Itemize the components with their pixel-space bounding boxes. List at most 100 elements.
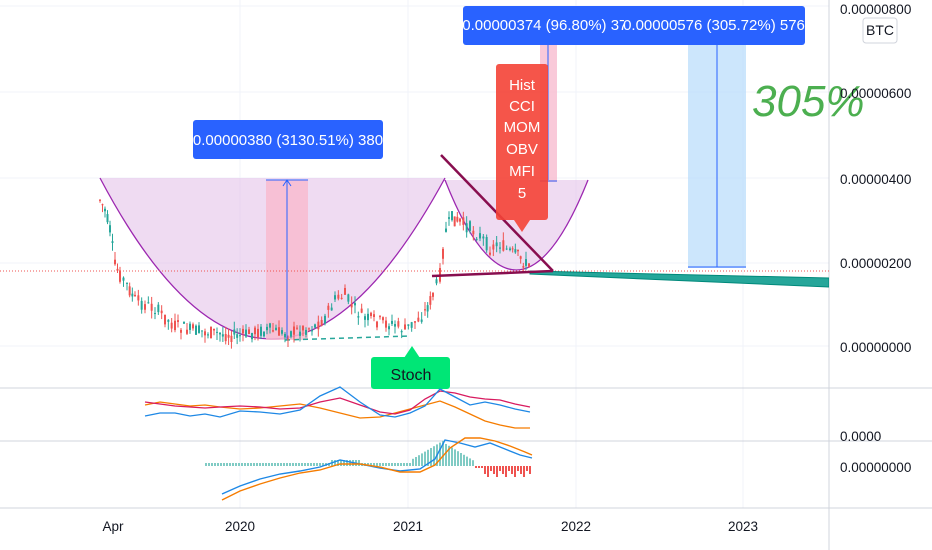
candle-body [284, 333, 286, 338]
candle-body [451, 211, 453, 221]
histogram-bar [313, 463, 315, 466]
histogram-bar [295, 463, 297, 466]
candles [99, 198, 530, 349]
histogram-bar [424, 451, 426, 466]
histogram-bar [379, 463, 381, 466]
stoch-callout[interactable]: Stoch [371, 346, 450, 389]
candle-body [236, 334, 239, 338]
histogram-bar [256, 463, 258, 466]
candle-body [245, 329, 247, 337]
candle-body [144, 304, 146, 310]
histogram-bar [460, 453, 462, 466]
candle-body [305, 329, 307, 335]
candle-body [373, 314, 375, 317]
measure-label-1[interactable]: 0.00000380 (3130.51%) 380 [193, 120, 383, 159]
histogram-bar [490, 466, 492, 471]
histogram-bar [430, 448, 432, 466]
candle-body [314, 324, 316, 328]
callout-line-5: MFI [509, 163, 535, 180]
candle-body [465, 223, 468, 233]
currency-badge[interactable]: BTC [862, 17, 898, 44]
candle-body [344, 288, 346, 295]
histogram-bar [349, 460, 351, 466]
histogram-bar [406, 463, 408, 466]
histogram-bar [487, 466, 489, 477]
candle-body [198, 325, 200, 333]
candle-body [525, 259, 527, 266]
candle-body [317, 321, 320, 330]
candle-body [432, 292, 434, 297]
histogram-bar [310, 463, 312, 466]
histogram-bar [283, 463, 285, 466]
candle-body [260, 326, 262, 336]
candle-body [104, 208, 106, 212]
histogram-bar [292, 463, 294, 466]
histogram-bar [511, 466, 513, 474]
histogram-bar [376, 463, 378, 466]
histogram-bar [343, 460, 345, 466]
histogram-bar [370, 463, 372, 466]
histogram-bar [403, 463, 405, 466]
divergence-callout[interactable]: Hist CCI MOM OBV MFI 5 [496, 64, 548, 232]
candle-body [517, 249, 519, 252]
histogram-bar [454, 449, 456, 466]
candle-body [357, 316, 360, 318]
histogram-bar [409, 463, 411, 466]
candle-body [462, 217, 465, 225]
histogram-bar [466, 456, 468, 466]
price-label-0: 0.00000800 [840, 2, 911, 17]
histogram-bar [250, 463, 252, 466]
candle-body [519, 256, 522, 259]
candle-body [257, 328, 259, 338]
candle-body [164, 314, 166, 325]
measure-label-2[interactable]: 0.00000374 (96.80%) 374 [462, 6, 636, 45]
histogram-bar [244, 463, 246, 466]
histogram-bar [484, 466, 486, 474]
candle-body [407, 324, 410, 326]
histogram-lines [221, 437, 533, 501]
candle-body [221, 334, 224, 337]
histogram-bar [274, 463, 276, 466]
candle-body [109, 225, 111, 233]
candle-body [391, 320, 393, 324]
candle-body [479, 233, 481, 239]
measure-label-3[interactable]: 0.00000576 (305.72%) 576 [623, 6, 805, 45]
candle-body [216, 331, 218, 333]
osc-line-magenta [144, 390, 531, 415]
histogram-bar [418, 455, 420, 466]
histogram-bar [496, 466, 498, 477]
histogram-bar [340, 460, 342, 466]
candle-body [404, 324, 406, 330]
histogram-bar [427, 449, 429, 466]
histogram-bar [373, 463, 375, 466]
candle-body [435, 279, 438, 284]
candle-body [242, 328, 244, 334]
candle-body [106, 214, 109, 223]
histogram-bar [208, 463, 210, 466]
candle-body [299, 331, 301, 336]
candle-body [204, 331, 206, 336]
histogram-bar [235, 463, 237, 466]
currency-badge-text: BTC [866, 22, 894, 38]
candle-body [459, 218, 461, 222]
histogram-bar [307, 463, 309, 466]
candle-body [337, 294, 340, 299]
measure-label-3-text: 0.00000576 (305.72%) 576 [623, 17, 805, 34]
candle-body [388, 326, 390, 330]
candle-body [189, 323, 191, 330]
histogram-bar [280, 463, 282, 466]
candle-body [233, 329, 236, 335]
histogram-bar [277, 463, 279, 466]
projection-band[interactable] [529, 270, 829, 288]
candle-body [287, 338, 289, 340]
histogram-bar [253, 463, 255, 466]
histogram-bar [286, 463, 288, 466]
price-axis[interactable]: 0.00000800 0.00000600 0.00000400 0.00000… [840, 2, 911, 475]
histogram-bar [337, 460, 339, 466]
candle-body [448, 217, 450, 219]
candle-body [475, 238, 478, 240]
time-axis[interactable]: Apr 2020 2021 2022 2023 [102, 519, 758, 534]
candle-body [350, 304, 353, 308]
